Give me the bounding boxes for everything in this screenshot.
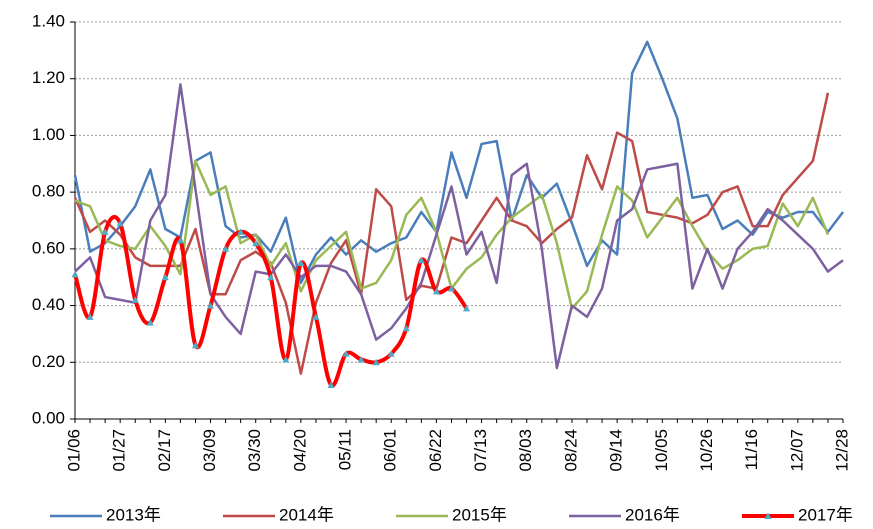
x-tick-label: 03/09 — [200, 429, 219, 472]
marker — [297, 259, 305, 267]
x-tick-label: 10/26 — [697, 429, 716, 472]
x-tick-label: 12/07 — [787, 429, 806, 472]
marker — [282, 355, 290, 363]
y-tick-label: 1.40 — [32, 11, 65, 30]
marker — [176, 236, 184, 244]
x-tick-label: 12/28 — [832, 429, 851, 472]
marker — [463, 304, 471, 312]
x-tick-label: 04/20 — [290, 429, 309, 472]
marker — [86, 313, 94, 320]
legend-label: 2017年 — [798, 505, 853, 524]
x-tick-label: 08/24 — [561, 429, 580, 472]
marker — [387, 350, 395, 357]
x-tick-label: 11/16 — [742, 429, 761, 470]
x-tick-label: 02/17 — [155, 429, 174, 472]
marker — [222, 245, 230, 252]
marker — [267, 273, 275, 281]
y-tick-label: 1.00 — [32, 125, 65, 144]
x-tick-label: 08/03 — [516, 429, 535, 472]
x-tick-label: 06/01 — [381, 429, 400, 472]
x-tick-label: 09/14 — [607, 429, 626, 472]
marker — [447, 285, 455, 292]
y-tick-label: 0.20 — [32, 352, 65, 371]
marker — [146, 319, 154, 326]
marker — [327, 381, 335, 388]
x-tick-label: 07/13 — [471, 429, 490, 472]
legend-label: 2014年 — [279, 505, 334, 524]
marker — [402, 324, 410, 332]
marker — [116, 219, 124, 227]
y-tick-label: 0.00 — [32, 408, 65, 427]
series-line — [74, 83, 844, 370]
marker — [71, 270, 79, 278]
x-tick-label: 01/27 — [110, 429, 129, 472]
x-tick-label: 06/22 — [426, 429, 445, 472]
marker — [237, 228, 245, 235]
y-tick-label: 0.80 — [32, 182, 65, 201]
x-tick-label: 10/05 — [652, 429, 671, 472]
x-tick-label: 05/11 — [336, 429, 355, 470]
x-tick-label: 01/06 — [64, 429, 83, 472]
series-line — [73, 92, 830, 375]
marker — [131, 296, 139, 303]
marker — [191, 341, 199, 349]
y-tick-label: 0.40 — [32, 295, 65, 314]
marker — [161, 273, 169, 281]
marker — [357, 355, 365, 363]
marker — [207, 302, 215, 309]
y-tick-label: 1.20 — [32, 68, 65, 87]
marker — [372, 358, 380, 366]
marker — [432, 287, 440, 295]
legend-label: 2016年 — [625, 505, 680, 524]
marker — [342, 350, 350, 357]
series-line — [73, 40, 844, 285]
legend-label: 2013年 — [106, 505, 161, 524]
marker — [312, 313, 320, 320]
legend-marker — [764, 512, 772, 519]
x-tick-label: 03/30 — [245, 429, 264, 472]
legend-label: 2015年 — [452, 505, 507, 524]
marker — [101, 228, 109, 235]
marker — [252, 239, 260, 247]
marker — [417, 256, 425, 264]
y-tick-label: 0.60 — [32, 238, 65, 257]
